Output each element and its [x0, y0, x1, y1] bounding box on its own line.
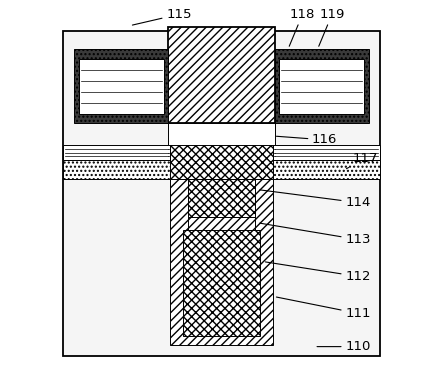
Bar — [275, 49, 369, 123]
Bar — [187, 179, 256, 217]
Bar — [170, 179, 273, 345]
Bar — [79, 59, 163, 114]
Bar — [187, 217, 256, 230]
Text: 118: 118 — [289, 8, 315, 46]
Text: 115: 115 — [132, 8, 192, 25]
Text: 116: 116 — [276, 133, 337, 146]
Bar — [273, 145, 380, 160]
Bar — [63, 145, 170, 160]
Bar — [183, 230, 260, 336]
Bar — [280, 59, 364, 114]
Text: 119: 119 — [319, 8, 345, 46]
Text: 111: 111 — [276, 297, 371, 320]
Text: 110: 110 — [317, 340, 370, 353]
Bar — [168, 27, 275, 123]
Bar — [63, 160, 380, 179]
Bar — [74, 49, 168, 123]
Bar — [63, 31, 380, 356]
Text: 114: 114 — [260, 190, 370, 209]
Text: 117: 117 — [346, 152, 378, 169]
Text: 113: 113 — [260, 223, 371, 246]
Text: 112: 112 — [265, 262, 371, 283]
Bar — [168, 123, 275, 145]
Bar — [170, 144, 273, 179]
